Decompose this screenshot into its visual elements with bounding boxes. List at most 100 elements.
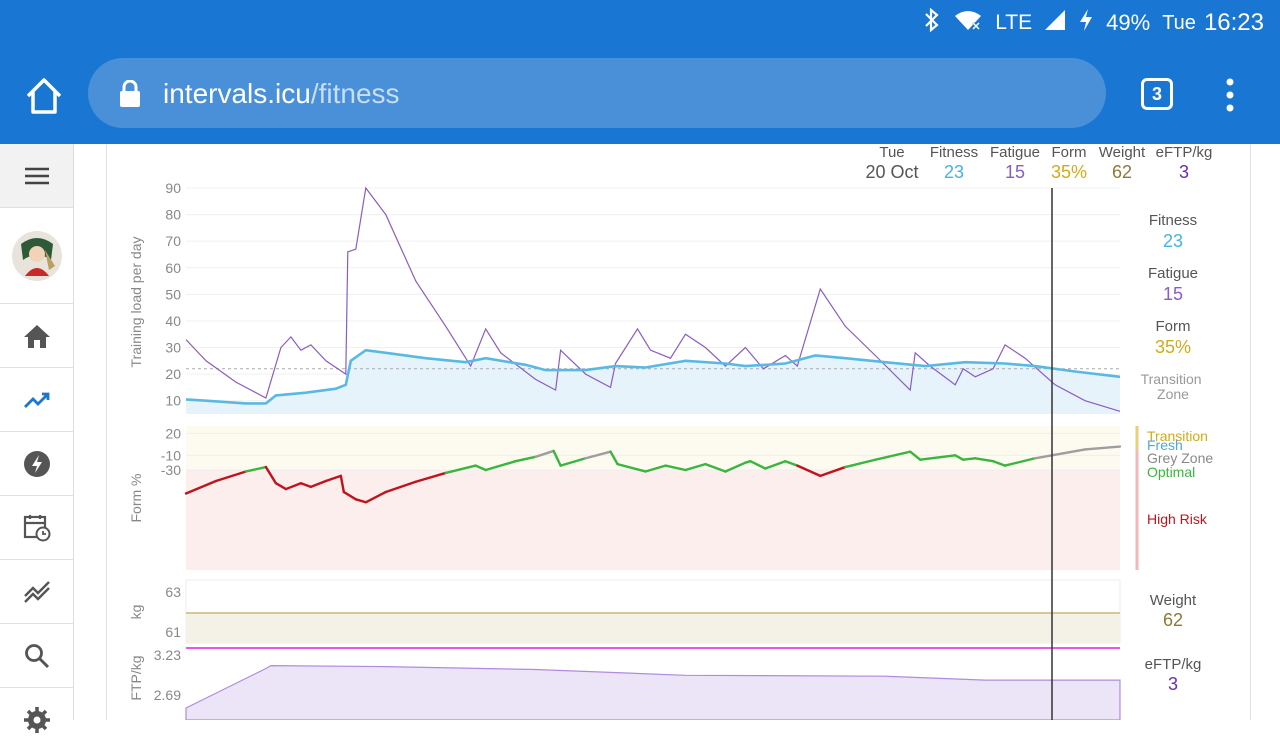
form-line-segment <box>284 482 303 491</box>
tab-switcher-button[interactable]: 3 <box>1141 78 1173 110</box>
form-line-segment <box>552 449 562 467</box>
home-button[interactable] <box>22 74 66 118</box>
header-form-label: Form <box>1052 144 1087 161</box>
form-line-segment <box>364 490 387 504</box>
sidebar-item-fitness[interactable] <box>0 368 73 432</box>
form-line-segment <box>609 450 619 466</box>
right-legend-panel: Fitness 23 Fatigue 15 Form 35% Transitio… <box>1135 212 1213 694</box>
form-line-segment <box>704 462 727 473</box>
header-form-value: 35% <box>1051 162 1087 182</box>
zone-transition-label: Transition <box>1147 428 1208 444</box>
signal-icon <box>1044 9 1066 37</box>
weight-area <box>186 613 1120 643</box>
sidebar-menu-button[interactable] <box>0 144 73 208</box>
header-fatigue-label: Fatigue <box>990 144 1040 161</box>
training-load-ytick: 90 <box>165 180 181 196</box>
sidebar-item-search[interactable] <box>0 624 73 688</box>
url-host: intervals.icu <box>163 78 311 109</box>
sidebar-item-settings[interactable] <box>0 688 73 752</box>
zone-optimal-label: Optimal <box>1147 464 1195 480</box>
zone-grey-label: Grey Zone <box>1147 450 1213 466</box>
zone-high-risk-label: High Risk <box>1147 511 1208 527</box>
legend-weight-label: Weight <box>1150 592 1197 609</box>
form-line-segment <box>764 460 787 470</box>
sidebar-item-calendar[interactable] <box>0 496 73 560</box>
form-line-segment <box>354 498 368 504</box>
form-line-segment <box>919 454 957 461</box>
form-line-segment <box>991 460 1007 467</box>
browser-toolbar: intervals.icu/fitness 3 <box>0 48 1280 144</box>
form-line-segment <box>214 470 248 483</box>
form-line-segment <box>484 460 517 472</box>
training-load-ytick: 20 <box>165 366 181 382</box>
sidebar <box>0 144 74 733</box>
form-line-segment <box>584 450 612 460</box>
training-load-ylabel: Training load per day <box>128 236 144 367</box>
form-ytick: -10 <box>161 447 181 463</box>
legend-eftp-value: 3 <box>1168 674 1178 694</box>
form-line-segment <box>309 479 328 489</box>
lock-icon <box>120 80 140 107</box>
address-bar[interactable]: intervals.icu/fitness <box>88 58 1106 128</box>
legend-weight-value: 62 <box>1163 610 1183 630</box>
form-line-segment <box>184 479 218 495</box>
form-line-segment <box>874 450 912 461</box>
url-path: /fitness <box>310 78 400 109</box>
training-load-ytick: 70 <box>165 233 181 249</box>
gear-icon <box>23 707 50 733</box>
header-date: 20 Oct <box>865 162 918 182</box>
training-load-ytick: 40 <box>165 313 181 329</box>
form-line-segment <box>684 462 707 472</box>
legend-fitness-value: 23 <box>1163 231 1183 251</box>
form-line-segment <box>384 480 417 494</box>
overflow-menu-button[interactable] <box>1222 76 1238 116</box>
form-line-segment <box>953 454 965 461</box>
legend-form-label: Form <box>1156 318 1191 335</box>
form-line-segment <box>1033 448 1087 460</box>
sidebar-item-compare[interactable] <box>0 560 73 624</box>
form-line-segment <box>844 458 877 469</box>
training-load-chart: 10 20 30 40 50 60 70 80 90 Training load per day <box>128 180 1121 416</box>
weight-chart: kg 63 61 <box>128 579 1121 644</box>
legend-form-value: 35% <box>1155 337 1191 357</box>
form-line-segment <box>414 471 447 483</box>
sidebar-avatar[interactable] <box>0 208 73 304</box>
calendar-clock-icon <box>23 514 50 541</box>
fatigue-line <box>185 186 1121 412</box>
network-label: LTE <box>995 11 1033 34</box>
form-line-segment <box>749 460 767 470</box>
eftp-ylabel: FTP/kg <box>128 655 144 700</box>
fitness-line <box>185 348 1121 405</box>
sidebar-item-home[interactable] <box>0 304 73 368</box>
legend-fitness-label: Fitness <box>1149 212 1197 229</box>
avatar <box>11 230 62 281</box>
legend-fatigue-value: 15 <box>1163 284 1183 304</box>
header-fitness-label: Fitness <box>930 144 978 161</box>
form-line-segment <box>324 474 343 483</box>
charging-icon <box>1078 8 1094 38</box>
zone-fresh-label: Fresh <box>1147 437 1183 453</box>
compare-lines-icon <box>23 580 50 603</box>
wifi-icon <box>953 9 983 37</box>
status-time: 16:23 <box>1203 9 1264 36</box>
legend-fatigue-label: Fatigue <box>1148 265 1198 282</box>
form-zone-transition-bg <box>186 426 1120 470</box>
form-ylabel: Form % <box>128 474 144 523</box>
weight-ylabel: kg <box>128 605 144 620</box>
form-chart: 20 -10-30 Form % <box>128 425 1122 570</box>
status-day: Tue <box>1162 11 1196 34</box>
header-weight-label: Weight <box>1099 144 1146 161</box>
search-icon <box>24 643 49 668</box>
form-line-segment <box>444 464 477 475</box>
form-ytick: 20 <box>165 425 181 441</box>
header-day: Tue <box>879 144 904 161</box>
header-fatigue-value: 15 <box>1005 162 1025 182</box>
form-line-segment <box>973 457 995 463</box>
sidebar-item-power[interactable] <box>0 432 73 496</box>
form-line-segment <box>264 465 278 485</box>
fitness-charts[interactable]: Tue 20 Oct Fitness 23 Fatigue 15 Form 35… <box>107 144 1252 720</box>
form-line-segment <box>819 465 847 478</box>
form-line-segment <box>796 464 822 478</box>
home-icon <box>26 78 62 114</box>
menu-icon <box>24 167 49 184</box>
